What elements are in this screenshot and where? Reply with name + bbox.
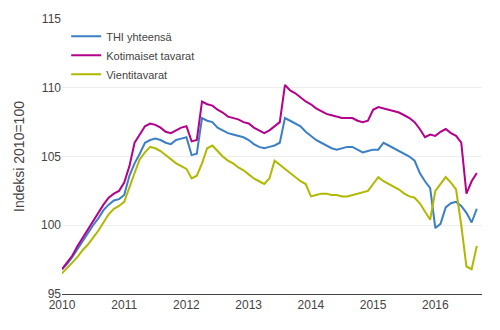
svg-text:Vientitavarat: Vientitavarat xyxy=(106,69,167,81)
svg-text:THI yhteensä: THI yhteensä xyxy=(106,31,172,43)
svg-text:110: 110 xyxy=(42,81,61,95)
svg-text:100: 100 xyxy=(41,218,61,232)
svg-text:Indeksi 2010=100: Indeksi 2010=100 xyxy=(11,101,27,212)
svg-text:95: 95 xyxy=(48,287,62,301)
svg-text:105: 105 xyxy=(41,150,61,164)
svg-text:Kotimaiset tavarat: Kotimaiset tavarat xyxy=(106,50,194,62)
svg-text:2013: 2013 xyxy=(235,298,262,312)
svg-text:2012: 2012 xyxy=(173,298,200,312)
svg-text:2016: 2016 xyxy=(422,298,449,312)
svg-text:2015: 2015 xyxy=(360,298,387,312)
svg-text:2010: 2010 xyxy=(49,298,76,312)
svg-text:115: 115 xyxy=(42,12,61,26)
svg-text:2014: 2014 xyxy=(298,298,325,312)
svg-text:2011: 2011 xyxy=(111,298,137,312)
